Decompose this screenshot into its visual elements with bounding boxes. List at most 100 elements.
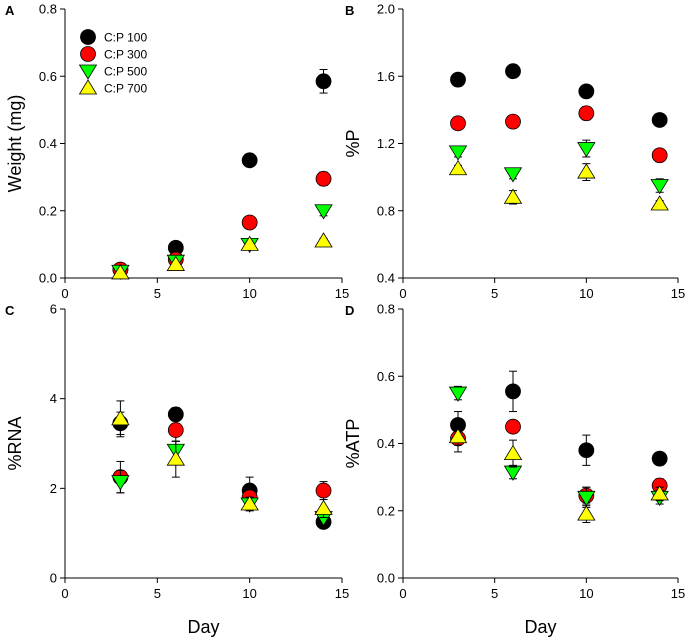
y-tick-label: 0.0 xyxy=(377,571,395,586)
y-tick-label: 1.6 xyxy=(377,69,395,84)
y-tick-label: 0.8 xyxy=(39,2,57,17)
data-point xyxy=(503,167,523,183)
data-point xyxy=(577,163,596,179)
y-tick-label: 0 xyxy=(50,571,57,586)
data-point xyxy=(241,152,258,169)
x-tick-label: 5 xyxy=(154,286,161,301)
series-c-p-700 xyxy=(111,232,333,280)
panel-letter: A xyxy=(5,3,15,18)
x-axis-title: Day xyxy=(524,617,556,637)
legend: C:P 100 C:P 300 C:P 500 C:P 700 xyxy=(78,29,147,96)
x-tick-label: 10 xyxy=(579,286,593,301)
data-point xyxy=(240,495,259,511)
x-tick-label: 15 xyxy=(671,586,685,601)
legend-label: C:P 300 xyxy=(104,48,147,62)
data-point xyxy=(448,428,468,444)
x-tick-label: 5 xyxy=(154,586,161,601)
data-point xyxy=(577,505,596,521)
series-c-p-100 xyxy=(112,69,332,278)
data-point xyxy=(315,482,332,499)
y-tick-label: 4 xyxy=(50,391,57,406)
x-tick-label: 10 xyxy=(242,586,256,601)
data-point xyxy=(505,113,521,130)
x-tick-label: 15 xyxy=(671,286,685,301)
data-point xyxy=(650,179,669,195)
series-c-p-700 xyxy=(448,427,669,524)
data-point xyxy=(111,264,130,280)
chart-panel-d: D 0.0 0.2 0.4 0.6 0.8 0 5 10 15 %ATP Day xyxy=(343,302,685,638)
y-axis-title: %RNA xyxy=(5,416,25,470)
data-point xyxy=(448,145,468,161)
y-axis-title: %P xyxy=(343,129,363,157)
series-c-p-700 xyxy=(111,400,333,518)
x-tick-label: 0 xyxy=(61,586,68,601)
y-tick-label: 0.6 xyxy=(377,369,395,384)
data-point xyxy=(448,386,468,402)
data-point xyxy=(448,159,468,176)
y-tick-label: 6 xyxy=(50,302,57,317)
panel-letter: B xyxy=(345,3,354,18)
panel-letter: D xyxy=(345,303,354,318)
data-point xyxy=(315,73,332,90)
chart-panel-b: B 0.4 0.8 1.2 1.6 2.0 0 5 10 15 %P xyxy=(343,2,685,302)
series-c-p-100 xyxy=(112,406,332,530)
data-point xyxy=(505,418,521,435)
series-c-p-300 xyxy=(450,418,668,505)
series-c-p-500 xyxy=(111,204,333,281)
data-point xyxy=(577,142,596,158)
legend-marker xyxy=(80,46,96,62)
data-point xyxy=(241,214,258,231)
data-point xyxy=(111,410,130,426)
data-point xyxy=(314,499,333,515)
y-tick-label: 0.2 xyxy=(39,203,57,218)
y-axis-title: %ATP xyxy=(343,419,363,469)
y-tick-label: 0.8 xyxy=(377,302,395,317)
data-point xyxy=(166,450,186,466)
series-c-p-100 xyxy=(450,370,668,467)
legend-marker xyxy=(78,79,98,95)
x-axis-title: Day xyxy=(187,617,219,637)
data-point xyxy=(651,112,668,128)
data-point xyxy=(651,450,668,467)
y-tick-label: 0.4 xyxy=(377,271,395,286)
data-point xyxy=(111,475,130,491)
data-point xyxy=(650,485,669,501)
x-tick-label: 5 xyxy=(491,586,498,601)
x-tick-label: 0 xyxy=(399,286,406,301)
data-point xyxy=(505,63,521,80)
y-tick-label: 2.0 xyxy=(377,2,395,17)
x-tick-label: 15 xyxy=(335,586,349,601)
data-point xyxy=(314,204,333,220)
legend-marker xyxy=(78,64,98,80)
data-point xyxy=(505,383,521,400)
data-point xyxy=(578,83,595,100)
data-point xyxy=(314,232,333,248)
series-c-p-500 xyxy=(111,440,333,527)
data-point xyxy=(577,490,596,507)
y-tick-label: 0.4 xyxy=(377,436,395,451)
legend-label: C:P 700 xyxy=(104,82,147,96)
x-tick-label: 5 xyxy=(491,286,498,301)
x-tick-label: 0 xyxy=(61,286,68,301)
series-c-p-500 xyxy=(448,139,669,195)
y-tick-label: 0.0 xyxy=(39,271,57,286)
y-tick-label: 1.2 xyxy=(377,136,395,151)
data-point xyxy=(315,170,332,187)
data-point xyxy=(503,444,523,460)
chart-panel-c: C 0 2 4 6 0 5 10 15 %RNA Day xyxy=(5,302,349,638)
data-point xyxy=(651,147,668,164)
y-tick-label: 0.2 xyxy=(377,503,395,518)
legend-label: C:P 500 xyxy=(104,65,147,79)
series-c-p-300 xyxy=(450,105,668,164)
data-point xyxy=(650,195,669,211)
data-point xyxy=(167,422,184,438)
panel-letter: C xyxy=(5,303,15,318)
data-point xyxy=(578,105,595,122)
y-axis-title: Weight (mg) xyxy=(5,95,25,193)
x-tick-label: 10 xyxy=(242,286,256,301)
series-c-p-100 xyxy=(450,63,668,128)
y-tick-label: 0.8 xyxy=(377,203,395,218)
chart-panel-a: A 0.0 0.2 0.4 0.6 0.8 0 5 10 15 Weight (mg) C:P 100… xyxy=(5,2,349,302)
legend-marker xyxy=(80,29,96,45)
